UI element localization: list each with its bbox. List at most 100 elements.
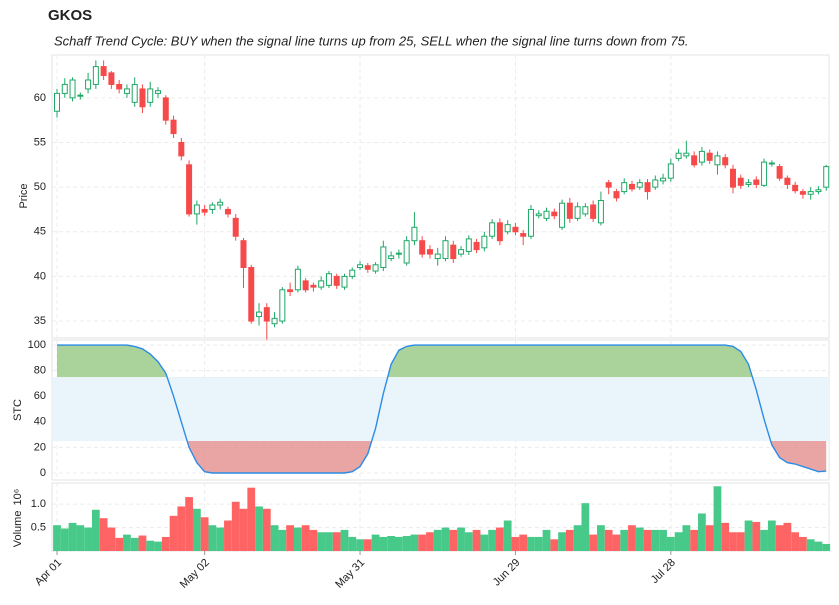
candle-body [807,191,814,195]
volume-bar [597,525,605,551]
y-axis-scale: 10⁶ [12,489,24,506]
volume-bar [791,532,800,551]
volume-bar [356,539,364,551]
volume-bar [721,522,730,551]
candle-body [799,191,806,195]
candle-body [714,155,721,166]
volume-bar [394,536,403,551]
candle-body [652,179,659,188]
volume-bar [573,525,582,551]
volume-bar [604,529,613,551]
volume-bar [348,536,357,551]
volume-bar [519,534,528,551]
volume-bar [154,541,162,551]
y-tick-label: 100 [28,339,46,351]
y-tick-label: 45 [34,226,46,238]
volume-bar [146,540,155,551]
x-tick-label: May 31 [333,557,367,591]
candle-body [675,152,682,160]
volume-bar [472,529,481,551]
y-tick-label: 80 [34,365,46,377]
volume-bar [169,515,178,551]
volume-bar [674,532,683,551]
candle-body [520,233,527,237]
volume-bar [814,541,823,551]
volume-bar [325,532,333,551]
volume-bar [503,520,512,551]
candle-body [263,307,270,322]
candle-body [543,210,550,219]
candle-body [613,191,620,199]
candle-body [574,206,581,219]
volume-bar [783,522,792,551]
volume-bar [449,529,458,551]
candle-body [100,66,107,77]
y-tick-label: 40 [34,416,46,428]
candle-body [325,273,332,286]
volume-bar [387,535,395,551]
volume-bar [278,529,287,551]
candle-body [372,264,379,272]
volume-bar [799,536,807,551]
candle-body [481,235,488,249]
x-tick-label: Jun 29 [491,557,523,589]
x-tick-label: Apr 01 [33,557,64,588]
candle-body [426,249,433,255]
candle-body [450,244,457,260]
candle-body [364,265,371,270]
volume-bar [822,543,831,551]
y-tick-label: 50 [34,181,46,193]
volume-bar [464,532,473,551]
volume-bar [177,506,186,551]
volume-bar [262,508,271,551]
candle-body [139,88,146,108]
candle-body [131,83,138,103]
chart-subtitle: Schaff Trend Cycle: BUY when the signal … [54,33,688,48]
candle-body [403,240,410,264]
candle-body [582,206,589,215]
candle-body [116,83,123,90]
volume-bar [216,527,225,551]
candle-body [566,202,573,219]
candle-body [458,249,465,255]
volume-bar [76,525,85,551]
candle-body [667,163,674,179]
candle-body [621,182,628,193]
volume-bar [542,529,551,551]
candle-body [92,66,99,85]
candle-body [628,183,635,190]
volume-bar [651,529,660,551]
panel-frame [51,54,830,339]
candle-body [768,162,775,165]
volume-bar [441,527,450,551]
candle-body [815,189,822,193]
candle-body [660,177,667,182]
candle-body [784,177,791,185]
volume-bar [53,525,61,551]
volume-bar [301,525,310,551]
candle-body [162,97,169,121]
volume-bar [192,508,201,551]
candle-body [761,161,768,186]
candle-body [108,72,115,85]
volume-bar [107,527,116,551]
candle-body [302,280,309,291]
volume-bar [698,513,706,551]
candle-body [388,255,395,260]
volume-bar [729,532,737,551]
volume-bar [589,534,598,551]
y-tick-label: 0.5 [31,521,46,533]
volume-bar [138,535,147,551]
candle-body [193,204,200,215]
volume-bar [612,534,621,551]
candle-body [722,157,729,166]
candle-body [333,275,340,286]
volume-bar [488,529,497,551]
volume-bar [161,536,170,551]
volume-bar [247,487,256,551]
volume-bar [534,536,543,551]
y-axis-label: Volume 10⁶ [12,489,24,547]
chart-title: GKOS [48,7,92,24]
candle-body [706,152,713,161]
